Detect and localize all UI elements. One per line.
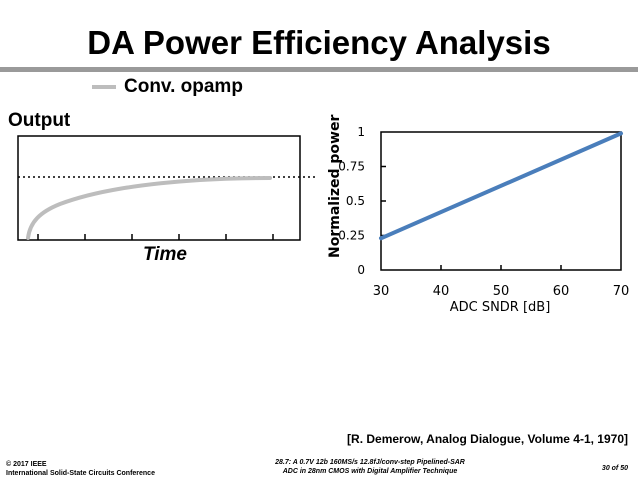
time-axis-label: Time [142,244,187,265]
settling-curve [26,176,272,240]
footer-paper-line1: 28.7: A 0.7V 12b 160MS/s 12.8fJ/conv-ste… [275,459,465,466]
footer-paper-line2: ADC in 28nm CMOS with Digital Amplifier … [282,468,458,475]
y-tick-label: 0 [357,263,365,277]
x-tick-label: 30 [373,284,390,299]
time-ticks [37,234,274,240]
footer-paper: 28.7: A 0.7V 12b 160MS/s 12.8fJ/conv-ste… [250,458,490,476]
page-number: 30 of 50 [601,465,628,472]
footer-conference-line: International Solid-State Circuits Confe… [6,470,155,477]
x-tick-label: 40 [433,284,450,299]
y-tick-label: 0.25 [338,229,365,243]
slide-title: DA Power Efficiency Analysis [87,24,551,61]
output-axis-label: Output [8,110,71,131]
series-line [379,131,623,241]
legend-label: Conv. opamp [124,76,243,97]
y-tick-label: 0.75 [338,160,365,174]
x-axis-label: ADC SNDR [dB] [449,300,551,315]
y-tick-label: 1 [357,125,365,139]
legend: Conv. opamp [92,76,243,98]
footer-copyright: © 2017 IEEE International Solid-State Ci… [6,460,155,478]
plot-frame [380,131,622,271]
x-tick-label: 60 [553,284,570,299]
x-tick-label: 70 [613,284,630,299]
footer-copyright-line: © 2017 IEEE [6,461,47,468]
x-tick-label: 50 [493,284,510,299]
settling-frame [17,135,301,241]
title-divider [0,67,638,72]
y-tick-label: 0.5 [346,194,365,208]
legend-swatch [92,85,116,89]
citation: [R. Demerow, Analog Dialogue, Volume 4-1… [347,432,628,446]
y-axis-label: Normalized power [327,114,343,258]
